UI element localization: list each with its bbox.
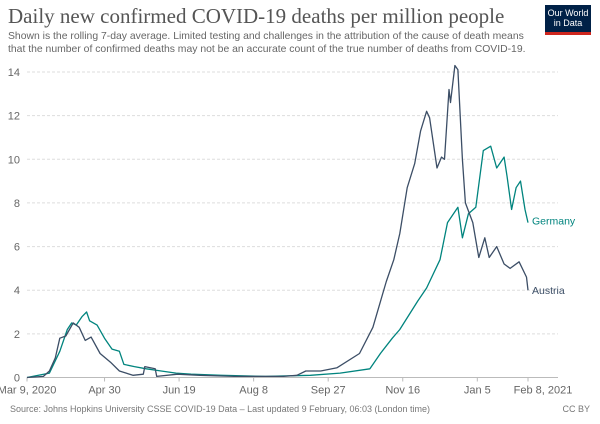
y-tick-label: 10 — [8, 154, 20, 166]
x-tick-label: Nov 16 — [385, 385, 420, 397]
license-link[interactable]: CC BY — [562, 404, 590, 414]
y-tick-label: 14 — [8, 67, 20, 79]
logo-line2: in Data — [553, 18, 583, 28]
x-tick-label: Sep 27 — [311, 385, 346, 397]
x-tick-label: Aug 8 — [239, 385, 268, 397]
y-tick-label: 8 — [14, 198, 20, 210]
x-tick-label: Apr 30 — [88, 385, 120, 397]
y-tick-label: 12 — [8, 111, 20, 123]
y-tick-label: 4 — [14, 285, 20, 297]
y-tick-label: 2 — [14, 329, 20, 341]
line-chart: 0 2 4 6 8 10 12 14 Mar 9, 2020 Apr 30 Jun 19 Aug 8 S… — [0, 64, 576, 397]
owid-logo[interactable]: Our World in Data — [545, 5, 591, 35]
x-tick-label: Jun 19 — [163, 385, 196, 397]
y-tick-label: 6 — [14, 242, 20, 254]
x-tick-label: Jan 5 — [464, 385, 491, 397]
chart-subtitle-line2: that the number of confirmed deaths may … — [8, 44, 526, 55]
chart-title: Daily new confirmed COVID-19 deaths per … — [8, 4, 505, 28]
source-note: Source: Johns Hopkins University CSSE CO… — [10, 404, 431, 414]
series-label-austria[interactable]: Austria — [532, 285, 565, 297]
x-tick-label: Mar 9, 2020 — [0, 385, 56, 397]
series-label-germany[interactable]: Germany — [532, 216, 576, 228]
series-line-germany[interactable] — [26, 145, 529, 379]
chart-subtitle-line1: Shown is the rolling 7-day average. Limi… — [8, 31, 524, 42]
x-tick-label: Feb 8, 2021 — [514, 385, 573, 397]
y-tick-label: 0 — [14, 373, 20, 385]
logo-line1: Our World — [547, 8, 589, 18]
series-line-austria[interactable] — [26, 64, 529, 379]
